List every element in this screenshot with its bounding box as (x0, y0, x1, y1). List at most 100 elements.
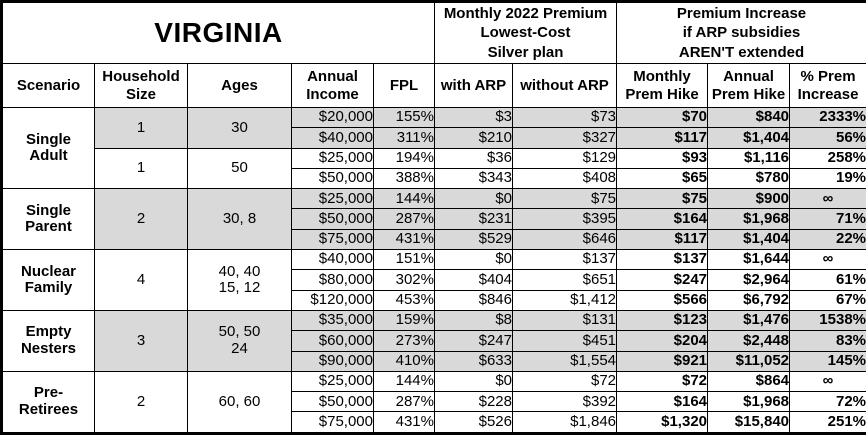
fpl-cell: 144% (373, 188, 435, 210)
with-arp-cell: $0 (434, 370, 513, 393)
without-arp-cell: $395 (511, 208, 618, 230)
annual-hike-cell: $1,404 (707, 127, 791, 149)
scenario-cell: Single Parent (1, 188, 95, 251)
scenario-cell: Single Adult (1, 106, 95, 190)
with-arp-cell: $8 (434, 309, 513, 332)
pct-increase-cell: 258% (789, 147, 866, 169)
without-arp-cell: $1,412 (511, 289, 618, 311)
monthly-hike-cell: $1,320 (616, 411, 709, 434)
monthly-hike-cell: $247 (616, 269, 709, 291)
income-cell: $50,000 (291, 391, 374, 413)
scenario-cell: Pre- Retirees (1, 370, 95, 435)
fpl-cell: 159% (373, 309, 435, 332)
pct-increase-cell: ∞ (789, 370, 866, 393)
pct-increase-cell: 71% (789, 208, 866, 230)
fpl-cell: 155% (373, 106, 435, 129)
col-header-household-size: Household Size (94, 63, 188, 108)
annual-hike-cell: $2,964 (707, 269, 791, 291)
without-arp-cell: $451 (511, 330, 618, 352)
annual-hike-cell: $1,644 (707, 249, 791, 271)
table-row: Pre- Retirees 2 60, 60 $25,000 144% $0 $… (1, 370, 866, 435)
fpl-cell: 287% (373, 208, 435, 230)
scenario-cell: Empty Nesters (1, 309, 95, 372)
with-arp-cell: $526 (434, 411, 513, 434)
household-size-cell: 3 (94, 309, 188, 372)
scenario-cell: Nuclear Family (1, 249, 95, 311)
fpl-cell: 431% (373, 411, 435, 434)
col-header-without-arp: without ARP (511, 63, 618, 108)
pct-increase-cell: 19% (789, 167, 866, 190)
col-header-annual-income: Annual Income (291, 63, 374, 108)
fpl-cell: 453% (373, 289, 435, 311)
table-row: $60,000 273% $247 $451 $204 $2,448 83% (2, 330, 866, 352)
col-header-ages: Ages (187, 63, 292, 108)
table-row: Nuclear Family 4 40, 40 15, 12 $40,000 1… (1, 249, 866, 311)
annual-hike-cell: $6,792 (707, 289, 791, 311)
ages-cell: 30 (187, 107, 292, 149)
with-arp-cell: $529 (434, 228, 513, 251)
table-row: $75,000 431% $526 $1,846 $1,320 $15,840 … (2, 411, 866, 434)
col-header-with-arp: with ARP (434, 63, 513, 108)
col-header-fpl: FPL (373, 63, 435, 108)
monthly-hike-cell: $75 (616, 188, 709, 210)
without-arp-cell: $327 (511, 127, 618, 149)
without-arp-cell: $75 (511, 188, 618, 210)
income-cell: $20,000 (291, 106, 374, 129)
pct-increase-cell: 145% (789, 350, 866, 372)
table-title: VIRGINIA (1, 1, 435, 64)
monthly-hike-cell: $566 (616, 289, 709, 311)
income-cell: $25,000 (291, 370, 374, 393)
household-size-cell: 1 (94, 107, 188, 149)
annual-hike-cell: $864 (707, 370, 791, 393)
with-arp-cell: $228 (434, 391, 513, 413)
pct-increase-cell: 56% (789, 127, 866, 149)
annual-hike-cell: $11,052 (707, 350, 791, 372)
col-header-annual-prem-hike: Annual Prem Hike (707, 63, 791, 108)
col-header-monthly-prem-hike: Monthly Prem Hike (616, 63, 709, 108)
with-arp-cell: $3 (434, 106, 513, 129)
with-arp-cell: $846 (434, 289, 513, 311)
annual-hike-cell: $1,476 (707, 309, 791, 332)
household-size-cell: 1 (94, 147, 188, 190)
annual-hike-cell: $1,968 (707, 208, 791, 230)
table-row: $90,000 410% $633 $1,554 $921 $11,052 14… (2, 350, 866, 372)
fpl-cell: 302% (373, 269, 435, 291)
without-arp-cell: $646 (511, 228, 618, 251)
without-arp-cell: $137 (511, 249, 618, 271)
monthly-hike-cell: $204 (616, 330, 709, 352)
income-cell: $40,000 (291, 127, 374, 149)
ages-cell: 60, 60 (187, 370, 292, 435)
income-cell: $25,000 (291, 188, 374, 210)
fpl-cell: 273% (373, 330, 435, 352)
fpl-cell: 151% (373, 249, 435, 271)
column-header-row: Scenario Household Size Ages Annual Inco… (1, 63, 866, 108)
table-row: $40,000 311% $210 $327 $117 $1,404 56% (2, 127, 866, 149)
pct-increase-cell: 251% (789, 411, 866, 434)
without-arp-cell: $1,554 (511, 350, 618, 372)
title-row: VIRGINIA Monthly 2022 Premium Lowest-Cos… (1, 1, 866, 64)
header-premium-increase: Premium Increase if ARP subsidies AREN'T… (616, 1, 866, 64)
ages-cell: 50 (187, 147, 292, 190)
with-arp-cell: $633 (434, 350, 513, 372)
pct-increase-cell: 61% (789, 269, 866, 291)
pct-increase-cell: 83% (789, 330, 866, 352)
income-cell: $40,000 (291, 249, 374, 271)
ages-cell: 50, 50 24 (187, 309, 292, 372)
without-arp-cell: $1,846 (511, 411, 618, 434)
monthly-hike-cell: $93 (616, 147, 709, 169)
with-arp-cell: $0 (434, 249, 513, 271)
monthly-hike-cell: $65 (616, 167, 709, 190)
fpl-cell: 431% (373, 228, 435, 251)
table-row: $50,000 287% $231 $395 $164 $1,968 71% (2, 208, 866, 230)
table-row: $80,000 302% $404 $651 $247 $2,964 61% (2, 269, 866, 291)
annual-hike-cell: $840 (707, 106, 791, 129)
ages-cell: 40, 40 15, 12 (187, 249, 292, 311)
annual-hike-cell: $1,116 (707, 147, 791, 169)
without-arp-cell: $129 (511, 147, 618, 169)
with-arp-cell: $231 (434, 208, 513, 230)
monthly-hike-cell: $70 (616, 106, 709, 129)
household-size-cell: 4 (94, 249, 188, 311)
ages-cell: 30, 8 (187, 188, 292, 251)
monthly-hike-cell: $921 (616, 350, 709, 372)
with-arp-cell: $0 (434, 188, 513, 210)
